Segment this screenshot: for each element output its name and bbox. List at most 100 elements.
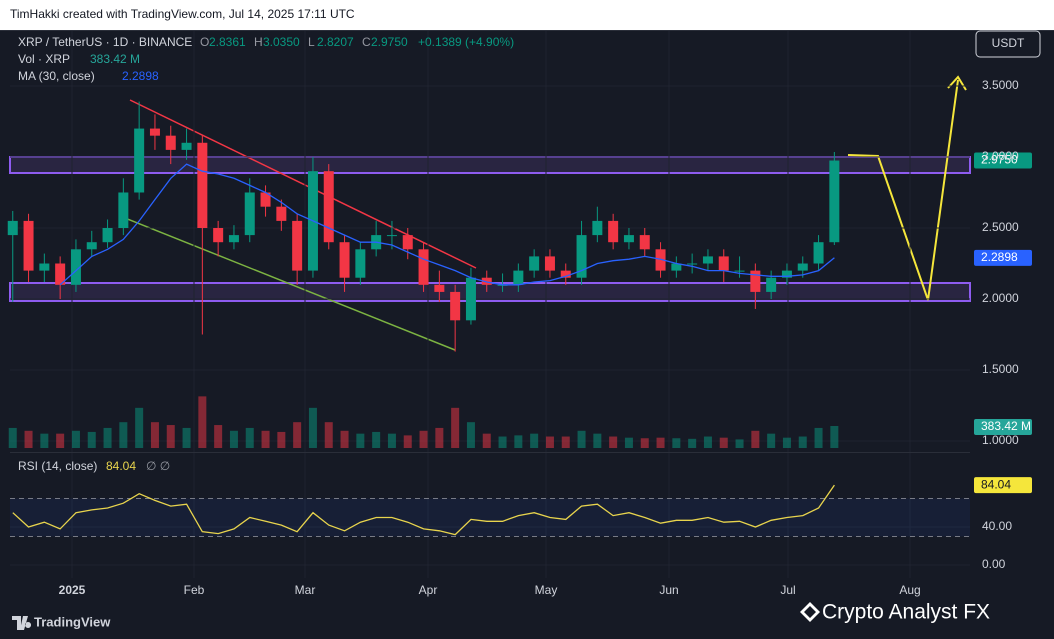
candle-body [260, 192, 271, 207]
volume-bar [435, 427, 444, 448]
volume-bar [814, 427, 823, 448]
candle-body [718, 256, 729, 271]
ohlc-value: 2.8207 [317, 35, 354, 49]
candle-body [181, 142, 192, 150]
volume-bar [198, 396, 207, 448]
volume-bar [672, 438, 681, 448]
y-tick-label: 3.0000 [982, 149, 1019, 163]
volume-bar [466, 422, 475, 448]
candle-body [766, 277, 777, 292]
candle-body [355, 249, 366, 278]
candle-body [465, 277, 476, 321]
volume-bar [640, 438, 649, 448]
volume-bar [87, 431, 96, 448]
candle-body [671, 263, 682, 271]
x-tick-label: Feb [184, 583, 205, 597]
candle-body [513, 270, 524, 285]
candle-body [102, 227, 113, 243]
candle-body [702, 256, 713, 264]
ohlc-key: C [362, 35, 371, 49]
candle-body [623, 235, 634, 243]
volume-bar [530, 433, 539, 448]
candle-body [813, 242, 824, 264]
candle-body [608, 220, 619, 243]
volume-bar [245, 427, 254, 448]
volume-bar [150, 422, 159, 448]
volume-bar [387, 433, 396, 448]
y-tick-label: 2.0000 [982, 291, 1019, 305]
candle-body [228, 235, 239, 243]
candle-body [134, 128, 145, 193]
lower-channel-line [119, 215, 456, 351]
volume-bar [577, 430, 586, 448]
volume-bar [277, 431, 286, 448]
y-tick-label: 1.0000 [982, 433, 1019, 447]
candle-body [560, 270, 571, 278]
volume-bar [340, 430, 349, 448]
volume-bar [293, 422, 302, 448]
ma-title: MA (30, close) [18, 69, 95, 83]
volume-bar [135, 407, 144, 448]
volume-bar [782, 437, 791, 448]
volume-bar [308, 407, 317, 448]
y-tick-label: 2.5000 [982, 220, 1019, 234]
candle-body [70, 249, 81, 285]
volume-bar [56, 433, 65, 448]
candle-body [292, 220, 303, 271]
volume-bar [830, 426, 839, 448]
ohlc-key: L [308, 35, 315, 49]
volume-bar [719, 437, 728, 448]
volume-bar [561, 436, 570, 448]
header-bar [0, 0, 1054, 30]
rsi-band [10, 498, 970, 537]
currency-button[interactable] [975, 30, 1041, 58]
x-tick-label: Jun [659, 583, 678, 597]
candle-body [687, 263, 698, 265]
volume-bar [356, 433, 365, 448]
candle-body [323, 171, 334, 243]
last-price-tag-bg [974, 152, 1032, 169]
support-zone [9, 282, 971, 302]
y-tick-label: 3.5000 [982, 78, 1019, 92]
currency[interactable]: USDT [992, 36, 1025, 50]
candle-body [797, 263, 808, 271]
volume-tag-bg [974, 419, 1032, 435]
candle-body [529, 256, 540, 271]
candle-body [592, 220, 603, 236]
candle-body [197, 142, 208, 228]
ma-value: 2.2898 [122, 69, 159, 83]
ohlc-key: O [200, 35, 209, 49]
ohlc-key: H [254, 35, 263, 49]
volume-bar [71, 430, 80, 448]
ohlc-value: 2.9750 [371, 35, 408, 49]
volume-bar [798, 436, 807, 448]
candle-body [86, 242, 97, 250]
candle-body [276, 206, 287, 221]
candle-body [829, 160, 840, 243]
volume-bar [24, 430, 33, 448]
down-trendline [129, 99, 477, 269]
volume-bar [182, 427, 191, 448]
change: +0.1389 (+4.90%) [418, 35, 514, 49]
candle-body [402, 235, 413, 250]
watermark: Crypto Analyst FX [822, 601, 990, 624]
candle-body [750, 270, 761, 292]
volume-bar [419, 430, 428, 448]
x-tick-label: 2025 [59, 583, 86, 597]
projection-path [847, 79, 959, 301]
candle-body [149, 128, 160, 136]
rsi-line [12, 484, 835, 536]
candle-body [481, 277, 492, 285]
volume-bar [688, 438, 697, 448]
volume-tag: 383.42 M [981, 419, 1031, 433]
svg-text:∅ ∅: ∅ ∅ [146, 459, 170, 473]
rsi-tick-label: 40.00 [982, 519, 1012, 533]
volume-bar [8, 427, 17, 448]
volume-bar [767, 433, 776, 448]
volume-bar [482, 433, 491, 448]
rsi-tag-bg [974, 477, 1032, 494]
candle-body [244, 192, 255, 236]
y-tick-label: 1.5000 [982, 362, 1019, 376]
